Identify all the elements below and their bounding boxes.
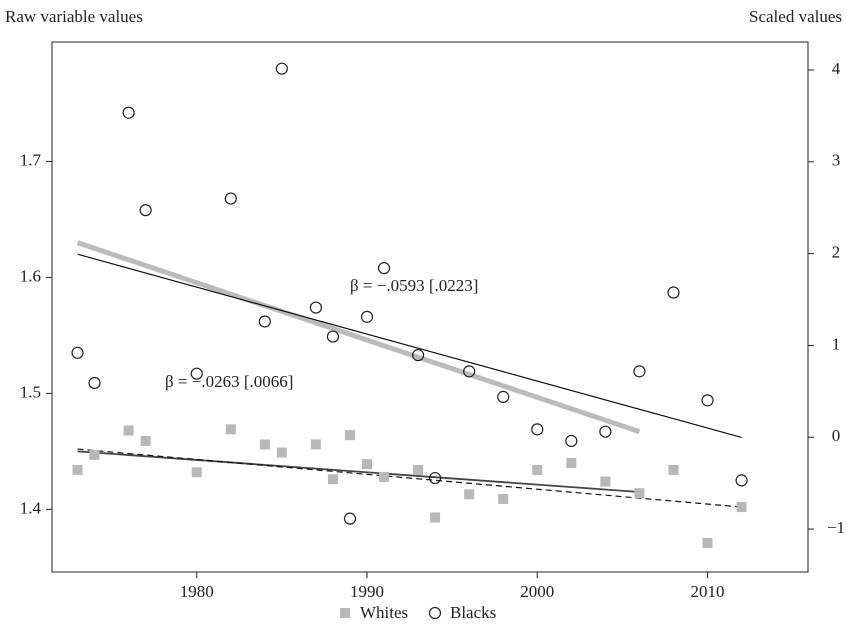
trend-line: [76, 240, 641, 435]
circle-marker: [139, 204, 152, 217]
x-tick-label: 1980: [180, 582, 214, 601]
square-marker: [276, 447, 287, 458]
circle-marker: [497, 390, 510, 403]
square-marker: [430, 512, 441, 523]
square-marker: [89, 449, 100, 460]
square-marker: [498, 493, 509, 504]
square-marker: [344, 430, 355, 441]
plot-frame: [51, 41, 809, 573]
legend-marker: [340, 608, 350, 618]
square-marker: [600, 476, 611, 487]
y-tick-label: 1.6: [20, 266, 41, 285]
y2-tick-label: 4: [832, 59, 841, 78]
legend-label: Blacks: [450, 603, 496, 622]
circle-marker: [190, 367, 203, 380]
square-marker: [140, 435, 151, 446]
y-tick-label: 1.5: [20, 382, 41, 401]
y-axis-label: Raw variable values: [5, 7, 143, 26]
square-marker: [668, 464, 679, 475]
y-tick-label: 1.4: [20, 498, 42, 517]
y2-tick-label: 0: [832, 426, 841, 445]
circle-marker: [360, 310, 374, 323]
square-marker: [191, 467, 202, 478]
circle-marker: [343, 512, 357, 525]
square-marker: [327, 474, 338, 485]
legend-marker: [428, 606, 442, 620]
square-marker: [225, 424, 236, 435]
circle-marker: [599, 425, 612, 438]
trend-line: [77, 253, 742, 439]
circle-marker: [309, 301, 323, 314]
square-marker: [634, 488, 645, 499]
square-marker: [532, 464, 543, 475]
trend-line: [77, 448, 742, 508]
y-tick-label: 1.7: [20, 150, 42, 169]
square-marker: [72, 464, 83, 475]
square-marker: [464, 489, 475, 500]
square-marker: [123, 425, 134, 436]
x-tick-label: 1990: [350, 582, 384, 601]
square-marker: [702, 538, 713, 549]
y2-tick-label: 3: [832, 151, 841, 170]
square-marker: [310, 439, 321, 450]
y2-tick-label: −1: [827, 518, 845, 537]
trend-line: [77, 450, 640, 493]
circle-marker: [122, 106, 135, 119]
circle-marker: [275, 62, 288, 75]
circle-marker: [411, 349, 425, 362]
y2-tick-label: 1: [832, 334, 841, 353]
square-marker: [736, 502, 747, 513]
legend-label: Whites: [360, 603, 408, 622]
y2-tick-label: 2: [832, 243, 841, 262]
x-tick-label: 2010: [691, 582, 725, 601]
y2-axis-label: Scaled values: [749, 7, 842, 26]
circle-marker: [735, 474, 748, 487]
square-marker: [259, 439, 270, 450]
circle-marker: [377, 262, 391, 275]
annotation: β = −.0263 [.0066]: [165, 372, 293, 391]
square-marker: [566, 457, 577, 468]
circle-marker: [429, 471, 442, 485]
circle-marker: [71, 346, 84, 359]
circle-marker: [88, 376, 101, 390]
circle-marker: [258, 315, 271, 328]
circle-marker: [633, 365, 646, 378]
circle-marker: [701, 394, 714, 407]
x-tick-label: 2000: [520, 582, 554, 601]
circle-marker: [326, 330, 340, 343]
circle-marker: [565, 434, 578, 448]
square-marker: [379, 471, 390, 482]
circle-marker: [224, 192, 237, 205]
annotation: β = −.0593 [.0223]: [350, 276, 478, 295]
circle-marker: [531, 423, 544, 436]
square-marker: [362, 459, 372, 470]
circle-marker: [463, 365, 476, 378]
square-marker: [413, 464, 424, 475]
circle-marker: [667, 286, 680, 299]
